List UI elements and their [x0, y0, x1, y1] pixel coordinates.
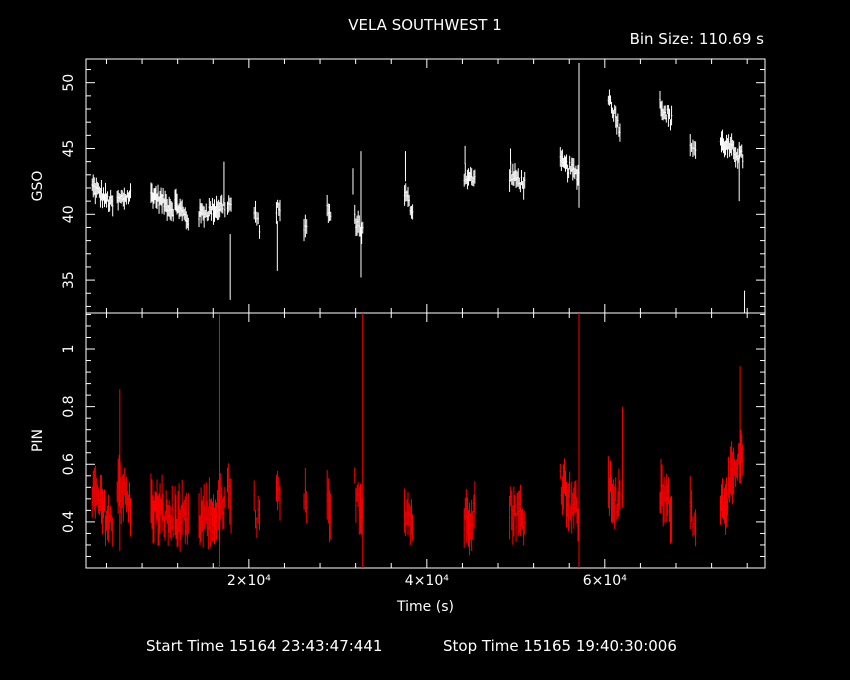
bottom-y-tick-label: 1: [61, 345, 77, 354]
top-panel-frame: [85, 58, 766, 314]
top-y-tick-label: 35: [61, 271, 77, 289]
x-tick-label: 2×10⁴: [227, 573, 271, 589]
start-time-label: Start Time 15164 23:43:47:441: [146, 637, 383, 655]
chart-title: VELA SOUTHWEST 1: [348, 16, 502, 34]
top-y-axis-label: GSO: [30, 171, 46, 202]
top-y-tick-label: 45: [61, 140, 77, 158]
bottom-y-tick-label: 0.4: [61, 511, 77, 533]
top-y-tick-label: 50: [61, 74, 77, 92]
bottom-panel-frame: [85, 312, 766, 569]
x-tick-label: 6×10⁴: [583, 573, 627, 589]
stop-time-label: Stop Time 15165 19:40:30:006: [443, 637, 677, 655]
x-tick-label: 4×10⁴: [405, 573, 449, 589]
bottom-y-axis-label: PIN: [30, 429, 46, 452]
bin-size-label: Bin Size: 110.69 s: [629, 30, 764, 48]
bottom-y-tick-label: 0.8: [61, 396, 77, 418]
top-y-tick-label: 40: [61, 205, 77, 223]
bottom-y-tick-label: 0.6: [61, 453, 77, 475]
x-axis-label: Time (s): [396, 599, 454, 615]
